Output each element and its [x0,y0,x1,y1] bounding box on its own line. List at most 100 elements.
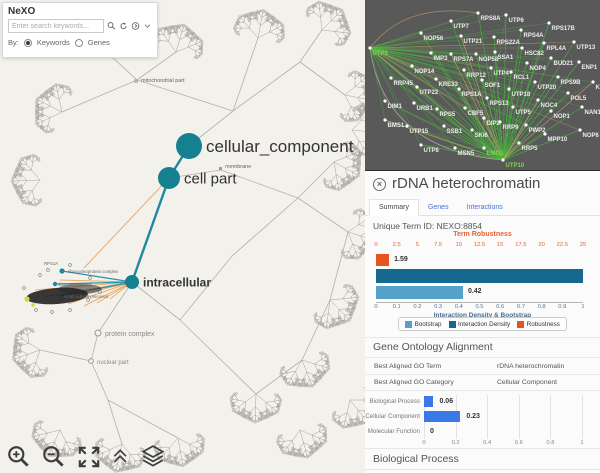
radio-keywords[interactable] [23,38,32,47]
gene-node-URB1[interactable] [412,101,416,105]
term-node[interactable] [59,268,65,274]
tree-branch [196,434,199,438]
table-value: Cellular Component [497,379,558,386]
gene-node-NOP1[interactable] [549,109,553,113]
gene-node-NOP58[interactable] [474,52,478,56]
gene-node-RPS17B[interactable] [547,21,551,25]
gene-node-UTP8[interactable] [419,143,423,147]
gene-node-MSN5[interactable] [453,146,457,150]
fit-view-icon[interactable] [76,444,102,470]
search-input[interactable] [8,19,104,33]
tree-leaf [231,394,235,397]
gene-node-UTP13[interactable] [572,40,576,44]
gene-node-NAN1[interactable] [580,105,584,109]
gene-node-RPS13[interactable] [485,96,489,100]
tree-leaf [348,150,352,153]
zoom-in-icon[interactable] [6,444,32,470]
gene-node-NOP4[interactable] [525,61,529,65]
nuclear-part-node[interactable] [88,358,94,364]
reset-view-icon[interactable] [131,20,140,32]
gene-node-ENP1[interactable] [577,60,581,64]
gene-node-UTP21[interactable] [459,34,463,38]
gene-node-UTP18[interactable] [507,87,511,91]
close-icon[interactable]: × [373,178,386,191]
gene-node-NOP56[interactable] [419,31,423,35]
gene-node-POL5[interactable] [566,91,570,95]
gene-node-IMP3[interactable] [429,51,433,55]
gene-node-RPS7A[interactable] [449,52,453,56]
tree-leaf [59,85,62,89]
term-node[interactable] [52,281,58,287]
tree-branch [249,27,259,39]
gene-node-RPL4A[interactable] [542,41,546,45]
radio-genes[interactable] [74,38,83,47]
collapse-up-icon[interactable] [111,447,131,467]
gene-node-SOF1[interactable] [480,78,484,82]
gene-node-SSA1[interactable] [493,50,497,54]
gene-node-UTP6[interactable] [504,13,508,17]
gene-node-RRP45[interactable] [389,76,393,80]
gene-node-RRP5[interactable] [517,141,521,145]
gene-node-HSC82[interactable] [520,46,524,50]
gene-node-UTP10[interactable] [501,158,505,162]
protein-complex-node[interactable] [94,329,102,337]
gene-node-UTP4[interactable] [489,66,493,70]
term-node-intracellular[interactable] [125,275,139,289]
tab-genes[interactable]: Genes [427,204,449,211]
gene-node-BUD21[interactable] [549,56,553,60]
gene-node-SKI6[interactable] [470,128,474,132]
gene-node-RPS1A[interactable] [457,87,461,91]
highlighted-gene-node[interactable] [24,296,30,302]
tab-summary[interactable]: Summary [369,199,419,216]
gene-node-BMS1[interactable] [383,118,387,122]
gene-node-UTP15[interactable] [405,124,409,128]
highlighted-gene-node[interactable] [31,303,35,307]
gene-node-NOP6[interactable] [578,128,582,132]
zoom-out-icon[interactable] [41,444,67,470]
collapse-panel-chevron-icon[interactable] [143,20,152,32]
gene-node-EMG1[interactable] [482,146,486,150]
gene-node-SSB1[interactable] [442,124,446,128]
gene-node-MPP10[interactable] [543,132,547,136]
gene-node-RRP9[interactable] [498,120,502,124]
tab-interactions[interactable]: Interactions [466,204,503,211]
gene-node-DIP2[interactable] [482,116,486,120]
gene-node-KRR1[interactable] [591,80,595,84]
gene-node-RRP12[interactable] [462,68,466,72]
gene-node-UTP22[interactable] [415,85,419,89]
gene-node-RPS22A[interactable] [492,35,496,39]
gene-node-UTP20[interactable] [533,80,537,84]
radio-genes-label[interactable]: Genes [87,38,110,47]
gene-node-UTP9[interactable] [368,46,372,50]
mitochondrial-part-node[interactable] [134,79,138,83]
gene-node-UTP5[interactable] [511,105,515,109]
ontology-canvas[interactable]: mitochondrial part membrane protein comple… [0,0,365,473]
gene-node-RCL1[interactable] [509,70,513,74]
layers-icon[interactable] [140,444,166,470]
gene-node-NOP14[interactable] [410,64,414,68]
search-icon[interactable] [107,20,116,32]
refresh-icon[interactable] [119,20,128,32]
ontology-edge [297,197,349,233]
gene-node-RPS8A[interactable] [476,11,480,15]
tree-branch [37,122,40,126]
radio-keywords-label[interactable]: Keywords [36,38,70,47]
gene-node-PWP2[interactable] [524,123,528,127]
tree-branch [189,444,197,449]
tree-leaf [27,367,30,370]
gene-node-RPS4A[interactable] [519,28,523,32]
tree-branch [355,295,358,298]
gene-node-KRE33[interactable] [434,77,438,81]
gene-node-CBF5[interactable] [463,106,467,110]
tree-branch [232,408,236,410]
term-node-cellular-component[interactable] [176,133,202,159]
gene-interaction-panel[interactable]: UTP9 UTP7 RPS8A UTP6 RPS17B NOP56 UTP21 RPS22A R… [365,0,600,171]
term-node-cell-part[interactable] [158,167,180,189]
gene-node-NOC4[interactable] [536,98,540,102]
gene-node-UTP7[interactable] [449,19,453,23]
gene-node-RPS9B[interactable] [556,75,560,79]
gene-node-RPS5[interactable] [435,107,439,111]
gene-node-DIM1[interactable] [383,99,387,103]
